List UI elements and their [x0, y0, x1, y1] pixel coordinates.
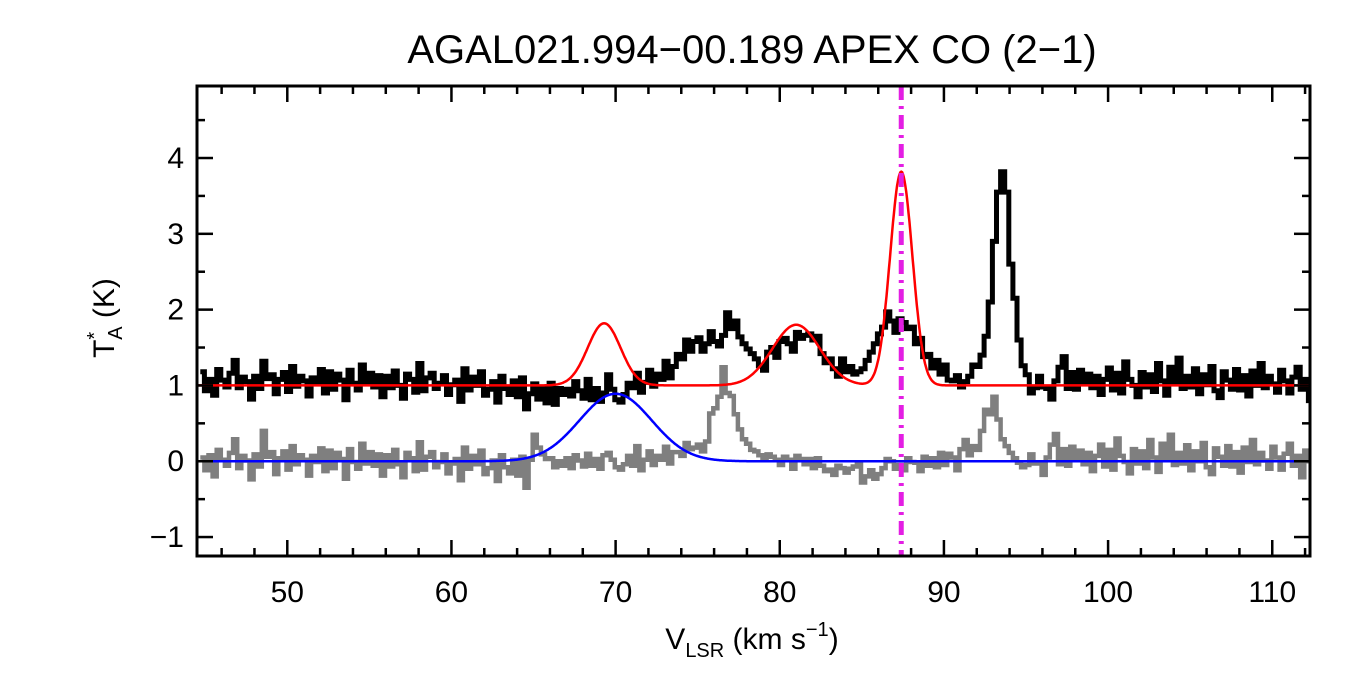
x-tick-label: 90: [927, 576, 960, 609]
x-tick-label: 60: [435, 576, 468, 609]
series-residual-spectrum: [200, 364, 1310, 491]
y-axis-label-sub: A: [105, 326, 127, 340]
y-tick-label: −1: [150, 521, 184, 554]
y-tick-label: 4: [167, 142, 184, 175]
series-multi-gaussian-fit: [197, 170, 1310, 387]
x-axis-label-sub: LSR: [685, 640, 724, 662]
x-axis-label-units: (km s: [724, 623, 806, 656]
chart-title: AGAL021.994−00.189 APEX CO (2−1): [407, 28, 1096, 72]
y-tick-label: 0: [167, 445, 184, 478]
x-tick-label: 50: [271, 576, 304, 609]
x-axis-label-sup: −1: [806, 619, 829, 641]
y-axis-label-sup: *: [84, 332, 106, 340]
y-axis-label-main: T: [88, 340, 121, 358]
y-tick-label: 3: [167, 218, 184, 251]
series-observed-spectrum: [200, 169, 1310, 412]
y-tick-label: 1: [167, 369, 184, 402]
y-tick-label: 2: [167, 294, 184, 327]
y-axis-label-units: (K): [88, 278, 121, 326]
x-tick-label: 80: [763, 576, 796, 609]
plot-frame: [195, 84, 1312, 558]
x-axis-label-main: V: [665, 623, 685, 656]
x-tick-label: 100: [1083, 576, 1133, 609]
plot-area: [197, 86, 1310, 556]
series-broad-gaussian-fit: [197, 392, 1310, 463]
x-tick-label: 110: [1248, 576, 1296, 609]
axis-tick-labels: 50 60 70 80 90 100 110 −1 0 1 2 3 4: [150, 142, 1296, 609]
x-tick-label: 70: [599, 576, 632, 609]
axis-ticks: [197, 86, 1310, 556]
x-axis-label: VLSR (km s−1): [665, 619, 838, 662]
x-axis-label-close: ): [829, 623, 839, 656]
y-axis-label: T*A (K): [84, 278, 127, 358]
